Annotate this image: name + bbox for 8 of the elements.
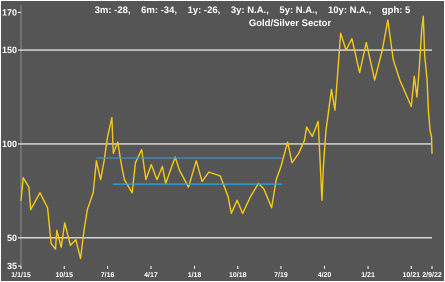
text: Gold/Silver Sector bbox=[248, 18, 332, 29]
line-series bbox=[20, 16, 433, 260]
chart-title: 3m: -28, 6m: -34, 1y: -26, 3y: N.A., 5y: N.A., 10y: N.A., gph: 5 bbox=[94, 5, 412, 16]
y-tick-label: 100 bbox=[2, 139, 17, 150]
y-tick-label: 150 bbox=[2, 45, 17, 56]
y-tick-label: 170 bbox=[2, 8, 17, 18]
y-tick-label: 50 bbox=[6, 232, 17, 243]
y-tick-label: 35 bbox=[6, 261, 17, 272]
